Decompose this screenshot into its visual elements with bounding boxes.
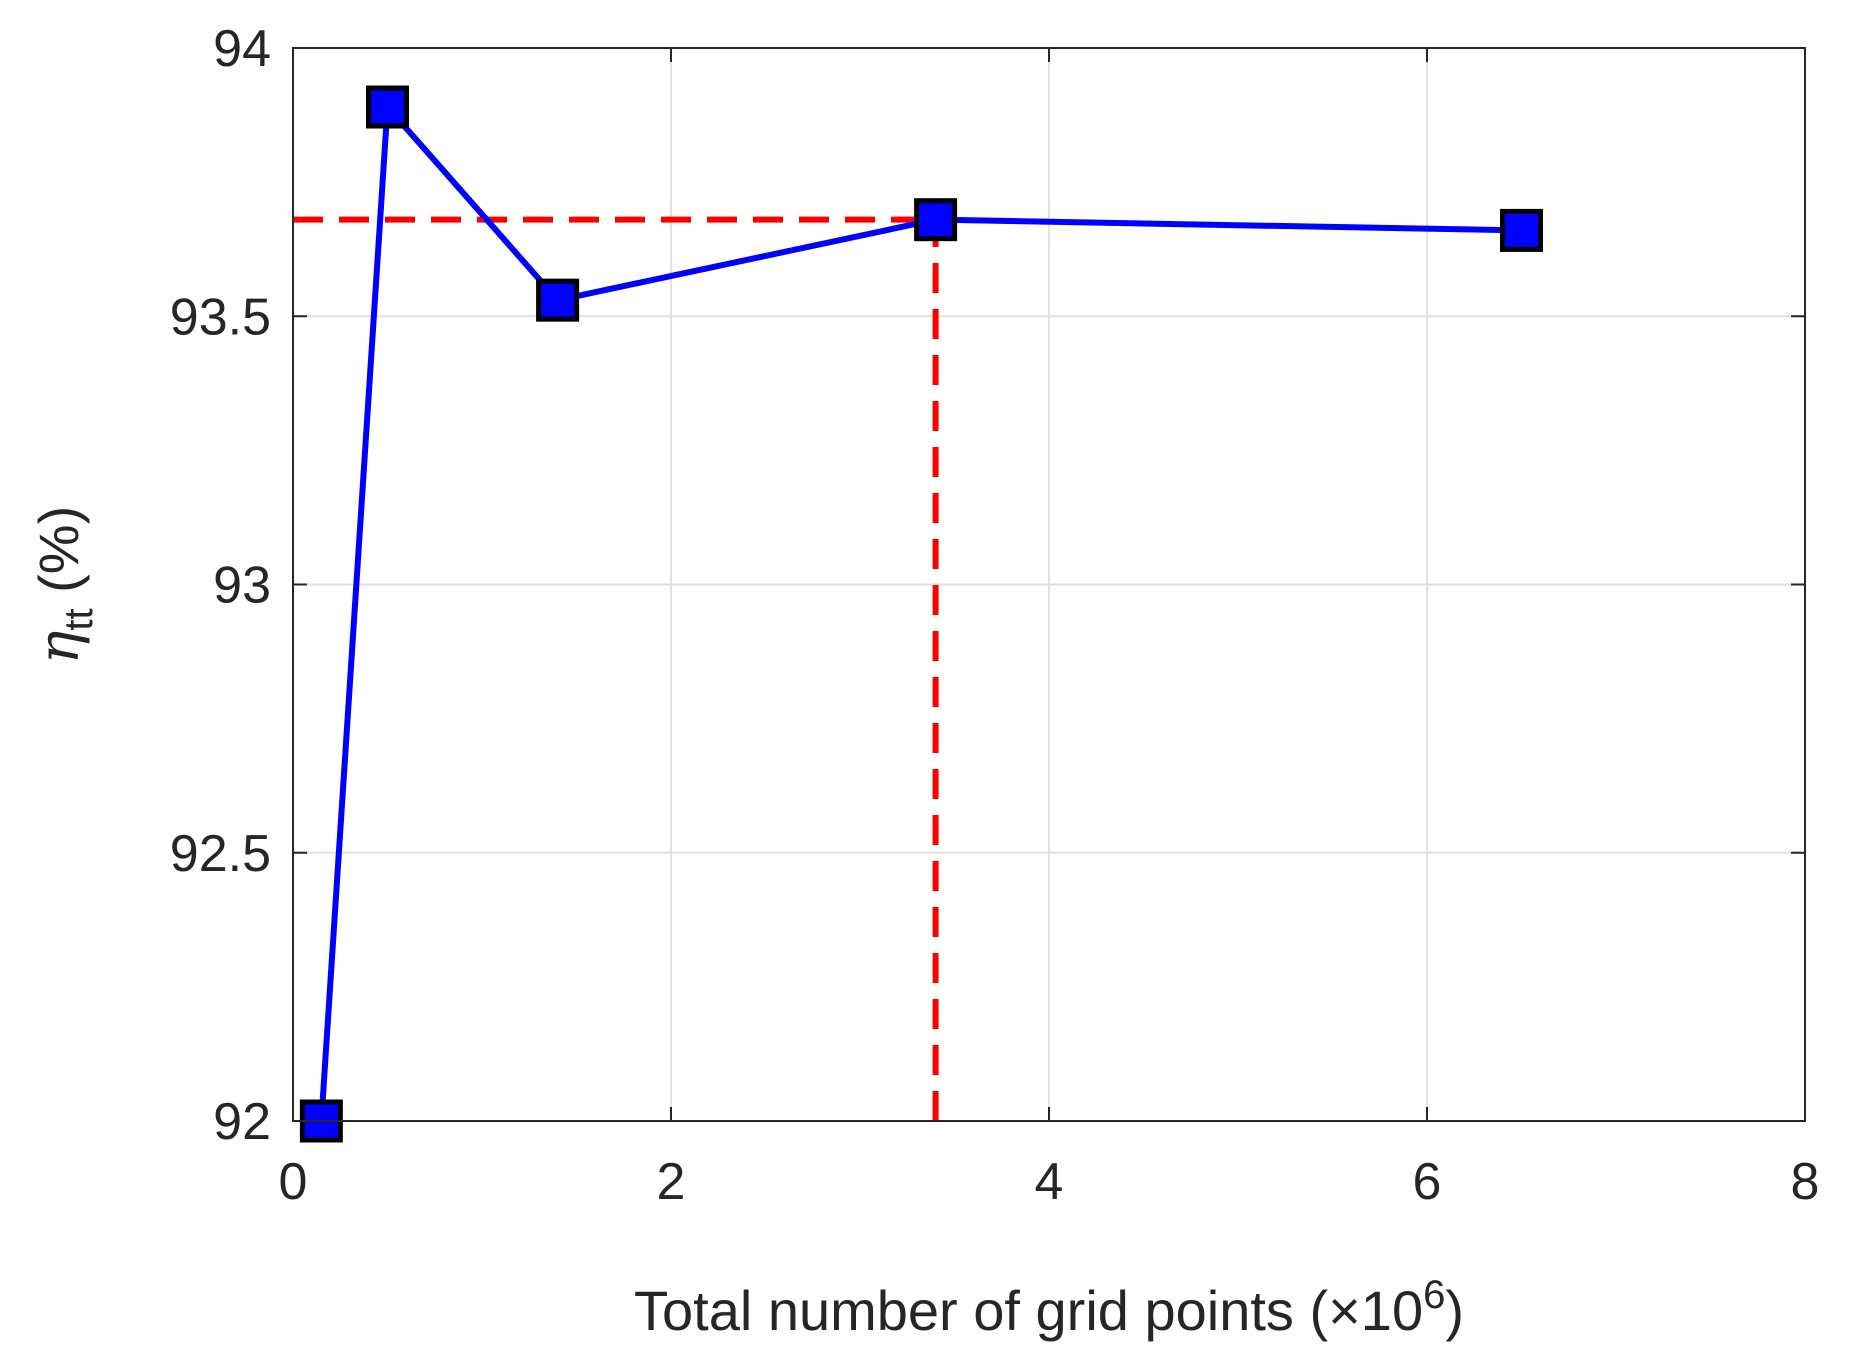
x-tick-label: 0 (279, 1153, 308, 1211)
reference-lines (293, 216, 939, 1121)
series-layer (299, 85, 1543, 1143)
x-axis-label-close: ) (1445, 1279, 1464, 1342)
y-axis-label-symbol: η (27, 631, 92, 665)
y-tick-label: 92.5 (170, 825, 271, 883)
x-axis-label: Total number of grid points (×106) (634, 1273, 1464, 1342)
axis-ticks (292, 47, 1806, 1122)
y-tick-label: 94 (213, 20, 271, 78)
y-axis-label-subscript: tt (57, 608, 101, 630)
x-tick-labels: 0 2 4 6 8 (279, 1153, 1820, 1211)
y-tick-label: 92 (213, 1093, 271, 1151)
data-point-marker (366, 85, 409, 129)
x-tick-label: 8 (1791, 1153, 1820, 1211)
y-tick-labels: 92 92.5 93 93.5 94 (170, 20, 271, 1151)
y-tick-label: 93.5 (170, 288, 271, 346)
x-tick-label: 4 (1035, 1153, 1064, 1211)
x-axis-label-exponent: 6 (1423, 1273, 1445, 1317)
data-point-marker (914, 198, 958, 242)
y-tick-label: 93 (213, 557, 271, 615)
x-axis-label-text: Total number of grid points (×10 (634, 1279, 1423, 1342)
x-tick-label: 6 (1413, 1153, 1442, 1211)
y-axis-label-unit: (%) (27, 506, 90, 609)
data-point-marker (536, 278, 580, 322)
data-point-marker (1500, 208, 1543, 252)
x-tick-label: 2 (657, 1153, 686, 1211)
y-axis-label: ηtt (%) (27, 506, 101, 664)
